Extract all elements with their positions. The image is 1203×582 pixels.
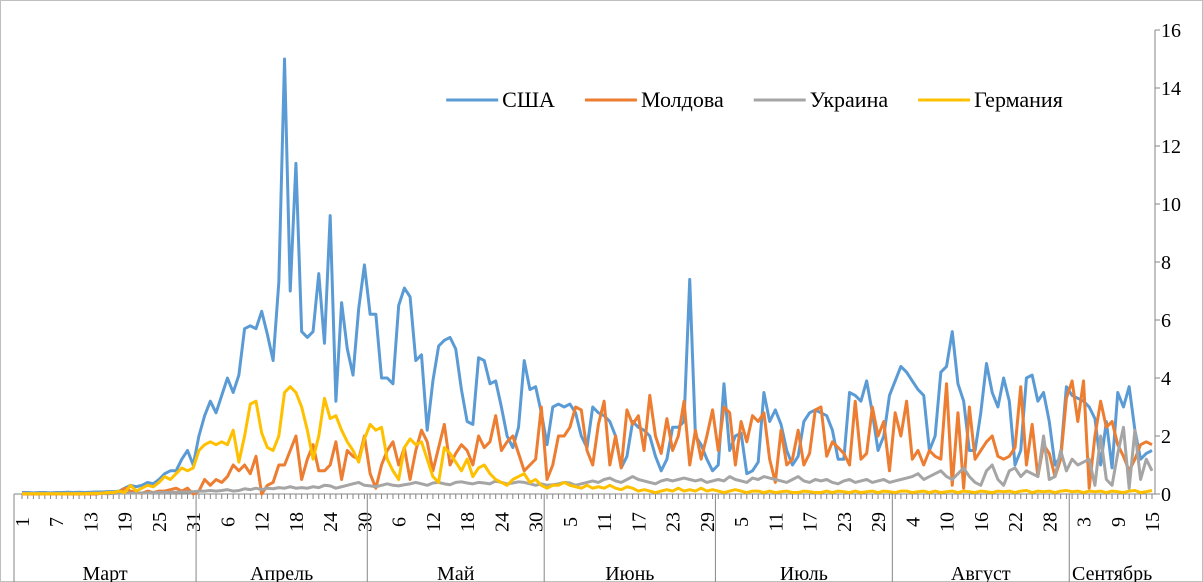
x-tick-label: 29: [697, 512, 719, 532]
x-tick-label: 15: [1142, 512, 1164, 532]
x-tick-label: 12: [252, 512, 274, 532]
month-label: Сентябрь: [1072, 563, 1152, 582]
x-tick-label: 11: [594, 512, 616, 531]
x-tick-label: 13: [80, 512, 102, 532]
month-label: Апрель: [250, 563, 313, 582]
x-tick-label: 22: [1005, 512, 1027, 532]
x-tick-label: 9: [1108, 517, 1130, 527]
y-tick-label: 10: [1161, 194, 1181, 216]
x-tick-label: 3: [1074, 517, 1096, 527]
series-line: [22, 425, 1154, 495]
x-tick-label: 23: [834, 512, 856, 532]
x-tick-label: 6: [217, 517, 239, 527]
y-tick-label: 8: [1161, 252, 1171, 274]
month-label: Июль: [780, 563, 828, 582]
month-label: Март: [82, 563, 127, 582]
legend-label: Германия: [974, 87, 1063, 112]
y-tick-label: 14: [1161, 78, 1181, 100]
legend-label: Украина: [810, 87, 889, 112]
x-tick-label: 29: [868, 512, 890, 532]
x-tick-label: 7: [46, 517, 68, 527]
x-tick-label: 16: [971, 512, 993, 532]
series-line: [22, 379, 1153, 496]
x-tick-label: 23: [663, 512, 685, 532]
x-tick-label: 30: [526, 512, 548, 532]
x-tick-label: 6: [389, 517, 411, 527]
y-tick-label: 2: [1161, 426, 1171, 448]
x-tick-label: 30: [354, 512, 376, 532]
legend-label: Молдова: [641, 87, 724, 112]
x-tick-label: 18: [286, 512, 308, 532]
legend-label: США: [502, 87, 555, 112]
x-tick-label: 4: [902, 517, 924, 527]
x-tick-label: 17: [800, 512, 822, 532]
x-tick-label: 24: [491, 512, 513, 532]
x-tick-label: 18: [457, 512, 479, 532]
month-label: Май: [437, 563, 475, 582]
month-label: Август: [951, 563, 1011, 582]
legend: США Молдова Украина Германия: [446, 87, 1063, 112]
x-tick-label: 1: [12, 517, 34, 527]
x-tick-label: 24: [320, 512, 342, 532]
y-tick-label: 6: [1161, 310, 1171, 332]
x-tick-label: 31: [183, 512, 205, 532]
x-tick-label: 5: [731, 517, 753, 527]
x-tick-label: 17: [628, 512, 650, 532]
x-tick-label: 28: [1039, 512, 1061, 532]
y-tick-label: 4: [1161, 368, 1171, 390]
x-tick-label: 11: [765, 512, 787, 531]
x-tick-label: 12: [423, 512, 445, 532]
month-label: Июнь: [605, 563, 654, 582]
series-line: [22, 385, 1153, 496]
x-tick-label: 19: [115, 512, 137, 532]
y-tick-label: 12: [1161, 136, 1181, 158]
y-tick-label: 16: [1161, 20, 1181, 42]
x-tick-label: 10: [937, 512, 959, 532]
x-tick-label: 5: [560, 517, 582, 527]
y-tick-label: 0: [1161, 484, 1171, 506]
x-tick-label: 25: [149, 512, 171, 532]
